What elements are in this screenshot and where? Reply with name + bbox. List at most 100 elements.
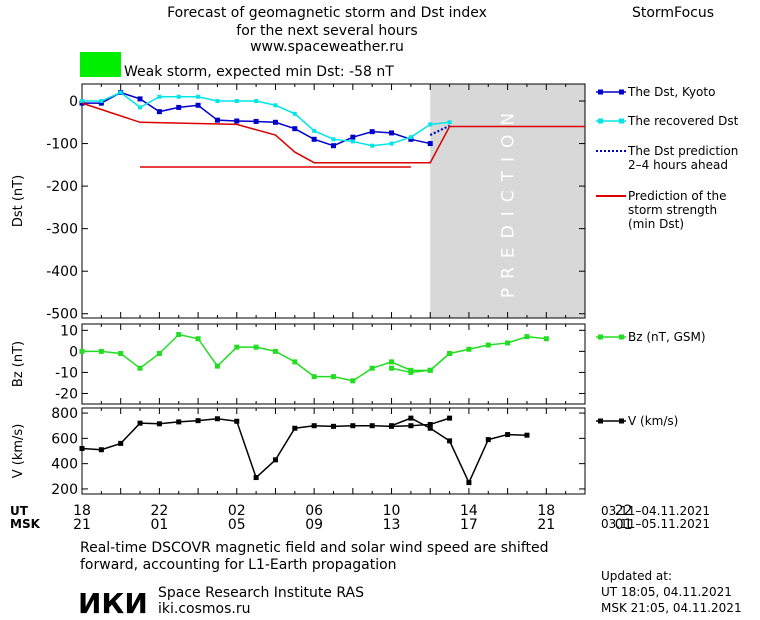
y-tick-label: 0 bbox=[69, 94, 78, 110]
dst_recovered-point bbox=[331, 137, 336, 142]
dst_kyoto-point bbox=[156, 109, 162, 115]
y-tick-label: 10 bbox=[60, 323, 78, 339]
dst_recovered-point bbox=[196, 94, 201, 99]
dst_recovered-line bbox=[82, 91, 450, 147]
legend: The Dst, Kyoto The recovered Dst The Dst p… bbox=[596, 85, 739, 428]
bz-point bbox=[311, 374, 317, 380]
v-point bbox=[408, 423, 414, 429]
v-point bbox=[331, 423, 336, 429]
ut-tick-label: 02 bbox=[228, 503, 246, 519]
dst_kyoto-point bbox=[98, 100, 104, 106]
updated-msk: MSK 21:05, 04.11.2021 bbox=[601, 601, 742, 615]
dst_kyoto-point bbox=[253, 118, 259, 124]
bz-point bbox=[176, 332, 182, 338]
header-title: Forecast of geomagnetic storm and Dst in… bbox=[167, 5, 487, 55]
bz-point bbox=[292, 359, 298, 365]
msk-tick-label: 01 bbox=[150, 517, 168, 533]
dst_kyoto-point bbox=[137, 96, 143, 102]
bz-point bbox=[272, 348, 278, 354]
msk-axis-label: MSK bbox=[10, 517, 41, 531]
dst_kyoto-point bbox=[408, 136, 414, 142]
v-axis-label: V (km/s) bbox=[11, 424, 26, 479]
storm-strength-legend-label: Prediction of the bbox=[628, 189, 727, 203]
v-point bbox=[195, 418, 201, 424]
dst_recovered-point bbox=[254, 99, 259, 104]
dst_recovered-point bbox=[370, 143, 375, 148]
bz-point bbox=[156, 350, 162, 356]
y-tick-label: -100 bbox=[46, 137, 78, 153]
bz-extra-point bbox=[524, 334, 530, 340]
v-point bbox=[447, 415, 453, 421]
bz-extra-line bbox=[391, 335, 547, 374]
dst-prediction-legend-label: The Dst prediction bbox=[627, 144, 738, 158]
bz-point bbox=[214, 363, 220, 369]
dst_recovered-point bbox=[350, 139, 355, 144]
y-tick-label: -300 bbox=[46, 222, 78, 238]
dst-axis-label: Dst (nT) bbox=[11, 175, 26, 227]
institute-name: Space Research Institute RAS bbox=[158, 585, 364, 601]
storm-strength-line bbox=[81, 102, 585, 164]
dst-recovered-legend-marker bbox=[598, 118, 603, 124]
dst_recovered-point bbox=[234, 99, 239, 104]
dst_recovered-point bbox=[99, 99, 104, 104]
bz-point bbox=[195, 336, 201, 342]
time-axis: UT MSK 03.11–04.11.2021 03.11–05.11.2021… bbox=[10, 503, 710, 533]
v-extra-point bbox=[408, 415, 414, 421]
dst_recovered-point bbox=[428, 122, 433, 127]
bz-point bbox=[234, 344, 240, 350]
v-point bbox=[253, 475, 259, 481]
iki-logo: ИКИ bbox=[78, 587, 148, 620]
y-tick-label: 0 bbox=[69, 344, 78, 360]
dst_kyoto-point bbox=[331, 143, 336, 149]
footer-note-2: forward, accounting for L1-Earth propaga… bbox=[80, 557, 397, 573]
bz-point bbox=[137, 365, 143, 371]
msk-tick-label: 21 bbox=[73, 517, 91, 533]
speed-legend-label: V (km/s) bbox=[628, 414, 678, 428]
bz-legend-marker bbox=[598, 334, 603, 340]
v-point bbox=[427, 421, 433, 427]
v-extra-point bbox=[505, 432, 511, 438]
msk-date-range: 03.11–05.11.2021 bbox=[601, 517, 710, 531]
dst_kyoto-point bbox=[234, 118, 240, 124]
dst_kyoto-point bbox=[195, 102, 201, 108]
bz-point bbox=[253, 344, 259, 350]
dst_recovered-point bbox=[176, 94, 181, 99]
bz-point bbox=[350, 378, 356, 384]
bz-extra-point bbox=[389, 365, 395, 371]
dst_recovered-point bbox=[408, 135, 413, 140]
msk-tick-label: 01 bbox=[615, 517, 633, 533]
y-tick-label: -400 bbox=[46, 264, 78, 280]
bz-extra-point bbox=[427, 367, 433, 373]
dst_recovered-point bbox=[292, 111, 297, 116]
bz-line bbox=[82, 333, 451, 382]
ut-tick-label: 22 bbox=[150, 503, 168, 519]
bz-panel: 10 0 -10 -20 Bz (nT) bbox=[11, 323, 586, 405]
v-extra-point bbox=[466, 480, 472, 486]
speed-legend-marker bbox=[619, 418, 624, 424]
dst_recovered-point bbox=[215, 99, 220, 104]
title-line-2: for the next several hours bbox=[236, 23, 417, 39]
bz-point bbox=[331, 374, 336, 380]
msk-tick-label: 05 bbox=[228, 517, 246, 533]
dst_kyoto-point bbox=[292, 126, 298, 132]
updated-label: Updated at: bbox=[601, 569, 672, 583]
footer-note-1: Real-time DSCOVR magnetic field and sola… bbox=[80, 540, 549, 556]
dst-kyoto-legend-marker bbox=[598, 89, 603, 95]
v-point bbox=[156, 421, 162, 427]
dst_kyoto-point bbox=[350, 134, 356, 140]
dst_recovered-point bbox=[312, 128, 317, 133]
v-point bbox=[79, 445, 85, 451]
prediction-band bbox=[430, 84, 585, 318]
bz-axis-label: Bz (nT) bbox=[11, 341, 26, 387]
v-point bbox=[311, 423, 317, 429]
title-line-1: Forecast of geomagnetic storm and Dst in… bbox=[167, 5, 487, 21]
v-point bbox=[214, 416, 220, 422]
dst_kyoto-point bbox=[311, 136, 317, 142]
v-point bbox=[137, 420, 143, 426]
institute-site: iki.cosmos.ru bbox=[158, 601, 250, 617]
bz-legend-label: Bz (nT, GSM) bbox=[628, 330, 706, 344]
v-extra-point bbox=[427, 425, 433, 431]
dst_recovered-point bbox=[80, 99, 84, 104]
dst_recovered-point bbox=[157, 94, 162, 99]
